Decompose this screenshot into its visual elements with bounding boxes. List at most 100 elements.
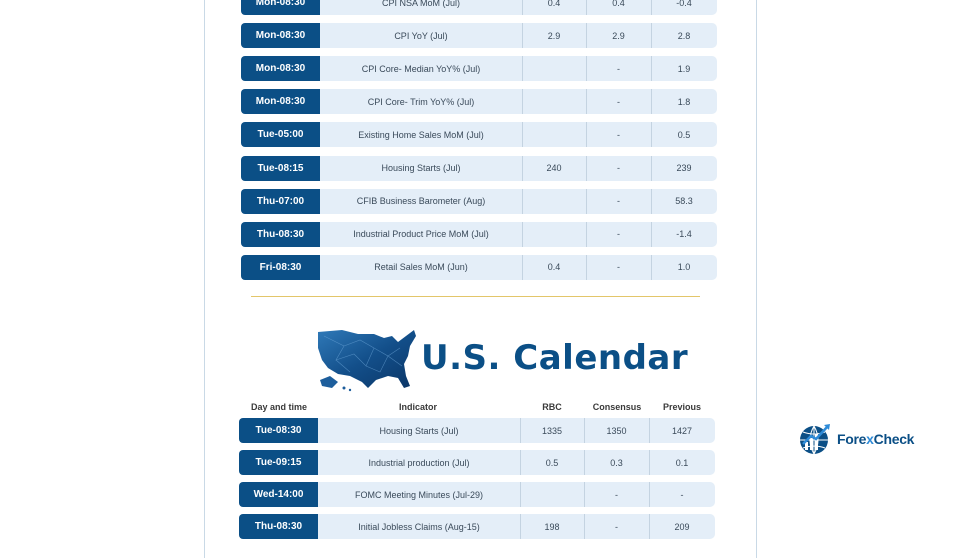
rbc-cell: 2.9 <box>547 30 561 41</box>
forexcheck-logo: ForexCheck <box>797 421 922 457</box>
consensus-cell: - <box>617 163 620 173</box>
column-separator <box>522 155 523 181</box>
column-separator <box>584 482 585 507</box>
indicator-cell: Retail Sales MoM (Jun) <box>374 262 468 273</box>
consensus-cell: 0.4 <box>612 0 625 8</box>
day-time-cell: Mon-08:30 <box>241 0 320 15</box>
section-divider <box>251 296 700 297</box>
table-row: Mon-08:30 CPI Core- Median YoY% (Jul) - 1.9 <box>241 56 717 82</box>
column-separator <box>520 514 521 539</box>
rbc-cell: 1335 <box>541 425 563 436</box>
day-time-cell: Tue-09:15 <box>239 450 318 475</box>
indicator-cell: Housing Starts (Jul) <box>379 425 459 436</box>
column-separator <box>651 23 652 49</box>
indicator-cell: CFIB Business Barometer (Aug) <box>356 196 486 207</box>
previous-cell: 209 <box>674 521 690 532</box>
consensus-cell: 1350 <box>606 425 627 436</box>
indicator-cell: FOMC Meeting Minutes (Jul-29) <box>354 489 484 500</box>
table-row: Thu-07:00 CFIB Business Barometer (Aug) - 5… <box>241 188 717 214</box>
table-row: Thu-08:30 Initial Jobless Claims (Aug-15)… <box>239 514 715 539</box>
consensus-cell: - <box>617 96 620 107</box>
column-separator <box>520 482 521 507</box>
column-separator <box>649 418 650 443</box>
us-calendar-title: U.S. Calendar <box>421 338 689 378</box>
previous-cell: 1.0 <box>677 262 691 273</box>
table-row: Wed-14:00 FOMC Meeting Minutes (Jul-29) - - <box>239 482 715 507</box>
day-time-cell: Fri-08:30 <box>241 254 320 280</box>
day-time-cell: Tue-08:15 <box>241 155 320 181</box>
column-separator <box>586 122 587 148</box>
previous-cell: -0.4 <box>676 0 692 8</box>
previous-cell: 58.3 <box>675 196 693 207</box>
column-separator <box>651 155 652 181</box>
column-separator <box>649 482 650 507</box>
indicator-cell: CPI Core- Median YoY% (Jul) <box>361 63 481 74</box>
globe-chart-icon <box>800 424 830 455</box>
brand-name: ForexCheck <box>837 431 915 447</box>
column-separator <box>584 514 585 539</box>
previous-cell: 1.8 <box>677 96 691 107</box>
rbc-cell <box>520 482 584 507</box>
consensus-cell: - <box>617 196 620 207</box>
column-separator <box>522 254 523 280</box>
column-separator <box>651 221 652 247</box>
column-separator <box>586 0 587 15</box>
header-indicator: Indicator <box>398 402 437 412</box>
consensus-cell: - <box>617 229 620 240</box>
column-separator <box>586 188 587 214</box>
day-time-cell: Thu-07:00 <box>241 188 320 214</box>
header-consensus: Consensus <box>592 402 642 412</box>
column-separator <box>651 122 652 148</box>
column-separator <box>522 188 523 214</box>
consensus-cell: 0.3 <box>610 457 623 468</box>
rbc-cell: 198 <box>544 521 560 532</box>
consensus-cell: 2.9 <box>612 30 625 41</box>
previous-cell: 1427 <box>671 425 693 436</box>
previous-cell: 0.5 <box>677 129 691 140</box>
previous-cell: 0.1 <box>675 457 689 468</box>
column-separator <box>586 221 587 247</box>
rbc-cell <box>522 89 586 114</box>
day-time-cell: Wed-14:00 <box>239 482 318 507</box>
header-rbc: RBC <box>542 402 562 412</box>
column-separator <box>520 450 521 475</box>
table-row: Mon-08:30 CPI NSA MoM (Jul) 0.4 0.4 -0.4 <box>241 0 717 15</box>
indicator-cell: Existing Home Sales MoM (Jul) <box>358 129 484 140</box>
table-row: Tue-09:15 Industrial production (Jul) 0.5 0… <box>239 450 715 475</box>
table-row: Mon-08:30 CPI YoY (Jul) 2.9 2.9 2.8 <box>241 23 717 49</box>
column-separator <box>651 89 652 115</box>
day-time-cell: Tue-05:00 <box>241 122 320 148</box>
column-separator <box>651 188 652 214</box>
rbc-cell: 0.5 <box>545 457 559 468</box>
column-separator <box>522 56 523 82</box>
column-separator <box>522 221 523 247</box>
day-time-cell: Mon-08:30 <box>241 56 320 82</box>
day-time-cell: Mon-08:30 <box>241 23 320 49</box>
column-separator <box>649 514 650 539</box>
rbc-cell <box>522 122 586 147</box>
indicator-cell: CPI YoY (Jul) <box>394 30 448 41</box>
table-row: Thu-08:30 Industrial Product Price MoM (J… <box>241 221 717 247</box>
us-map-icon <box>318 330 416 392</box>
rbc-cell <box>522 56 586 81</box>
day-time-cell: Thu-08:30 <box>239 514 318 539</box>
column-separator <box>522 23 523 49</box>
column-separator <box>522 122 523 148</box>
column-separator <box>586 254 587 280</box>
table-row: Tue-08:30 Housing Starts (Jul) 1335 1350 142… <box>239 418 715 443</box>
rbc-cell: 0.4 <box>547 262 561 273</box>
column-separator <box>522 0 523 15</box>
column-separator <box>584 450 585 475</box>
header-day-and-time: Day and time <box>250 402 308 412</box>
indicator-cell: CPI Core- Trim YoY% (Jul) <box>367 96 475 107</box>
indicator-cell: Housing Starts (Jul) <box>381 163 461 173</box>
column-separator <box>649 450 650 475</box>
indicator-cell: Initial Jobless Claims (Aug-15) <box>358 521 480 532</box>
table-row: Mon-08:30 CPI Core- Trim YoY% (Jul) - 1.8 <box>241 89 717 115</box>
previous-cell: 239 <box>676 163 692 173</box>
column-separator <box>586 23 587 49</box>
column-separator <box>651 56 652 82</box>
consensus-cell: - <box>615 521 618 532</box>
column-separator <box>651 254 652 280</box>
rbc-cell: 240 <box>546 163 562 173</box>
